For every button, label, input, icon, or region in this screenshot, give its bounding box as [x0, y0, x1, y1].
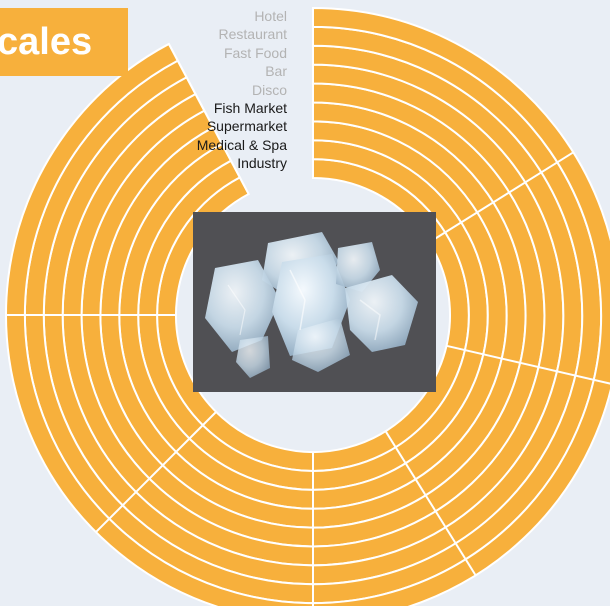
title-text: cales [0, 21, 93, 63]
legend-item-supermarket: Supermarket [206, 118, 287, 135]
legend-item-restaurant: Restaurant [218, 26, 287, 43]
legend-item-medical-spa: Medical & Spa [196, 136, 287, 153]
title-banner: cales [0, 8, 128, 76]
category-legend: Hotel Restaurant Fast Food Bar Disco Fish Mar… [197, 7, 287, 173]
segment-divider [446, 344, 610, 385]
segment-divider [384, 430, 477, 576]
legend-item-bar: Bar [265, 63, 287, 80]
ice-crystals [205, 232, 418, 378]
legend-item-fish-market: Fish Market [213, 100, 287, 117]
segment-divider [428, 151, 574, 244]
legend-item-industry: Industry [237, 155, 287, 172]
legend-item-disco: Disco [251, 81, 287, 98]
segment-divider [95, 411, 217, 533]
legend-item-fast-food: Fast Food [223, 44, 287, 61]
segment-divider [167, 43, 250, 195]
legend-item-hotel: Hotel [254, 8, 287, 24]
center-photo [193, 212, 436, 392]
